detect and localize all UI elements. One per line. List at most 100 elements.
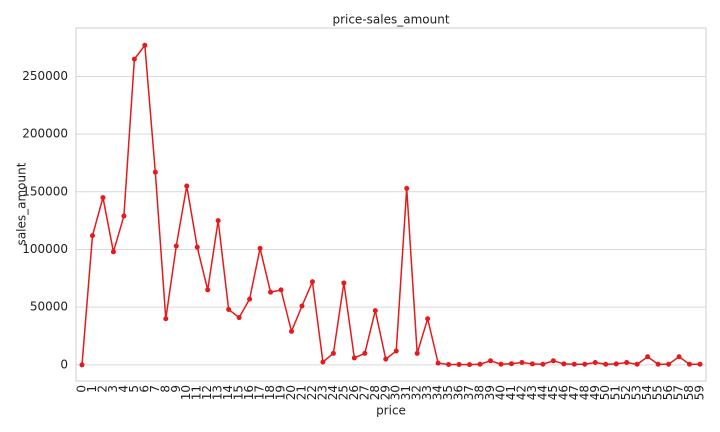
x-tick-label: 4 [116, 385, 130, 393]
point [467, 362, 473, 368]
point [571, 361, 577, 367]
point [121, 213, 127, 219]
x-tick-label: 18 [263, 385, 277, 400]
point [561, 361, 567, 367]
x-tick-label: 54 [640, 385, 654, 400]
point [508, 361, 514, 367]
point [215, 218, 221, 224]
point [205, 287, 211, 293]
x-axis-label: price [376, 404, 406, 418]
x-tick-label: 3 [106, 385, 120, 393]
point [226, 306, 232, 312]
point [634, 361, 640, 367]
x-tick-label: 33 [420, 385, 434, 400]
point [519, 360, 525, 366]
point [142, 42, 148, 48]
plot-frame [75, 27, 707, 382]
x-tick-label: 48 [577, 385, 591, 400]
chart-title: price-sales_amount [332, 13, 449, 27]
x-tick-label: 15 [232, 385, 246, 400]
point [456, 362, 462, 368]
x-tick-label: 28 [368, 385, 382, 400]
x-tick-label: 9 [169, 385, 183, 393]
x-tick-label: 27 [357, 385, 371, 400]
x-tick-label: 32 [410, 385, 424, 400]
point [79, 362, 85, 368]
y-tick-label: 0 [60, 357, 68, 371]
point [320, 359, 326, 365]
point [414, 350, 420, 356]
x-tick-label: 56 [661, 385, 675, 400]
x-tick-label: 53 [630, 385, 644, 400]
x-tick-label: 0 [75, 385, 89, 393]
x-tick-label: 16 [242, 385, 256, 400]
point [446, 362, 452, 368]
x-tick-label: 22 [305, 385, 319, 400]
point [362, 350, 368, 356]
x-tick-label: 10 [179, 385, 193, 400]
point [666, 361, 672, 367]
point [393, 348, 399, 354]
point [330, 350, 336, 356]
point [268, 289, 274, 295]
point [257, 245, 263, 251]
point [603, 361, 609, 367]
x-tick-label: 57 [672, 385, 686, 400]
point [278, 287, 284, 293]
y-tick-label: 200000 [22, 127, 68, 141]
x-tick-label: 39 [483, 385, 497, 400]
x-tick-label: 29 [378, 385, 392, 400]
point [372, 308, 378, 314]
point [488, 358, 494, 364]
x-tick-label: 59 [693, 385, 707, 400]
point [152, 169, 158, 175]
x-tick-label: 21 [294, 385, 308, 400]
x-tick-label: 24 [326, 385, 340, 400]
x-tick-label: 8 [158, 385, 172, 393]
point [624, 360, 630, 366]
point [582, 361, 588, 367]
point [540, 361, 546, 367]
x-tick-label: 46 [556, 385, 570, 400]
point [163, 316, 169, 322]
x-tick-label: 45 [546, 385, 560, 400]
point [194, 244, 200, 250]
x-tick-label: 51 [609, 385, 623, 400]
x-tick-label: 44 [535, 385, 549, 400]
x-tick-label: 50 [598, 385, 612, 400]
point [236, 315, 242, 321]
point [383, 356, 389, 362]
point [529, 361, 535, 367]
x-tick-label: 5 [127, 385, 141, 393]
x-tick-label: 55 [651, 385, 665, 400]
x-tick-label: 49 [588, 385, 602, 400]
point [89, 233, 95, 239]
point [404, 185, 410, 191]
y-axis-label: sales_amount [15, 162, 29, 245]
point [687, 361, 693, 367]
point [592, 360, 598, 366]
x-tick-label: 34 [431, 385, 445, 400]
y-tick-label: 50000 [30, 300, 68, 314]
line [81, 43, 700, 366]
point [131, 56, 137, 62]
point [676, 354, 682, 360]
point [697, 361, 703, 367]
point [550, 358, 556, 364]
x-tick-label: 36 [452, 385, 466, 400]
y-tick-label: 150000 [22, 184, 68, 198]
point [477, 361, 483, 367]
x-tick-label: 52 [619, 385, 633, 400]
point [299, 303, 305, 309]
x-tick-label: 2 [95, 385, 109, 393]
point [425, 316, 431, 322]
x-tick-label: 7 [148, 385, 162, 393]
point [247, 296, 253, 302]
x-tick-label: 6 [137, 385, 151, 393]
point [498, 361, 504, 367]
x-tick-label: 14 [221, 385, 235, 400]
x-tick-label: 42 [514, 385, 528, 400]
x-tick-label: 26 [347, 385, 361, 400]
point [173, 243, 179, 249]
